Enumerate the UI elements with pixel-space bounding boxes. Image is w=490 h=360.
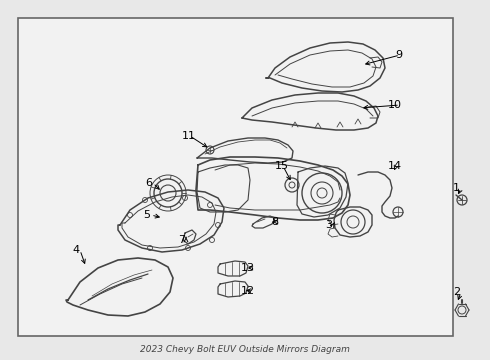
Text: 2023 Chevy Bolt EUV Outside Mirrors Diagram: 2023 Chevy Bolt EUV Outside Mirrors Diag… xyxy=(140,346,350,355)
FancyBboxPatch shape xyxy=(18,18,453,336)
Text: 5: 5 xyxy=(143,210,150,220)
Text: 14: 14 xyxy=(388,161,402,171)
Text: 6: 6 xyxy=(145,178,152,188)
Text: 1: 1 xyxy=(453,183,460,193)
Text: 2: 2 xyxy=(453,287,460,297)
Text: 10: 10 xyxy=(388,100,402,110)
Text: 15: 15 xyxy=(275,161,289,171)
Text: 13: 13 xyxy=(241,263,255,273)
Text: 11: 11 xyxy=(182,131,196,141)
Text: 12: 12 xyxy=(241,286,255,296)
Text: 7: 7 xyxy=(178,235,185,245)
Text: 4: 4 xyxy=(72,245,79,255)
Text: 8: 8 xyxy=(271,217,278,227)
Text: 3: 3 xyxy=(325,220,332,230)
Text: 9: 9 xyxy=(395,50,402,60)
